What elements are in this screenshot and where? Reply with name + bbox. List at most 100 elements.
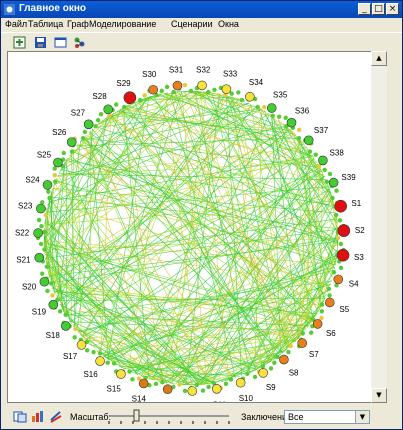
window-icon[interactable]: [54, 36, 67, 49]
graph-node-s30: [148, 84, 158, 95]
ring-dot: [334, 283, 339, 288]
graph-edge: [170, 92, 236, 379]
pages-icon[interactable]: [13, 410, 27, 423]
chart-icon[interactable]: [31, 410, 45, 423]
node-label-s34: S34: [249, 78, 264, 87]
graph-edge: [43, 241, 307, 330]
ring-dot: [114, 102, 119, 107]
scroll-down-button[interactable]: ▼: [371, 388, 387, 403]
graph-node-s22: [33, 228, 43, 238]
graph-node-s29: [123, 91, 137, 105]
graph-svg: S1S2S3S4S5S6S7S8S9S10S11S12S13S14S15S16S…: [15, 65, 365, 412]
scale-label: Масштаб:: [70, 412, 112, 422]
ring-dot: [159, 88, 164, 94]
title-bar[interactable]: Главное окно _ □ ×: [1, 1, 402, 18]
graph-edge: [136, 338, 299, 375]
graph-edge: [43, 91, 207, 245]
ring-dot: [223, 381, 229, 387]
graph-edge: [46, 265, 153, 381]
graph-edge: [77, 144, 336, 264]
graph-edge: [43, 112, 115, 240]
node-label-s39: S39: [341, 173, 356, 182]
graph-edge: [43, 97, 149, 241]
ring-dot: [136, 376, 142, 381]
graph-edge: [294, 133, 334, 203]
menu-graph[interactable]: Граф: [67, 19, 89, 29]
node-label-s26: S26: [52, 128, 67, 137]
graph-edge: [48, 155, 314, 202]
graph-edge: [43, 235, 54, 289]
graph-edge: [196, 90, 332, 193]
graph-edge: [44, 229, 209, 385]
graph-edge: [217, 93, 311, 324]
maximize-button[interactable]: □: [372, 3, 385, 15]
ring-dot: [338, 241, 344, 247]
network-icon[interactable]: [73, 36, 86, 49]
ring-dot: [255, 104, 260, 110]
node-label-s17: S17: [63, 352, 78, 361]
menu-windows[interactable]: Окна: [218, 19, 239, 29]
graph-edge: [336, 216, 338, 223]
graph-edge: [45, 92, 169, 261]
menu-table[interactable]: Таблица: [28, 19, 64, 29]
import-icon[interactable]: [13, 36, 26, 49]
conclusions-select[interactable]: Все ▼: [284, 410, 370, 424]
ring-dot: [330, 195, 335, 201]
node-label-s20: S20: [22, 282, 37, 291]
chevron-down-icon[interactable]: ▼: [355, 411, 369, 423]
menu-file[interactable]: Файл: [5, 19, 28, 29]
scale-slider[interactable]: [107, 409, 231, 425]
toolbar: [1, 32, 402, 52]
graph-edge: [98, 91, 183, 353]
ring-dot: [73, 326, 78, 332]
graph-edge: [105, 254, 338, 359]
graph-edge: [170, 92, 294, 344]
graph-edge: [195, 250, 338, 386]
graph-edge: [44, 248, 168, 384]
graph-edge: [293, 133, 310, 326]
ring-dot: [245, 371, 250, 377]
graph-node-s2: [337, 224, 351, 237]
menu-scenarios[interactable]: Сценарии: [171, 19, 213, 29]
graph-edge: [103, 283, 331, 357]
graph-edge: [58, 173, 326, 181]
graph-edge: [44, 248, 68, 317]
node-label-s37: S37: [314, 126, 329, 135]
brush-icon[interactable]: [49, 410, 63, 423]
graph-edge: [148, 351, 285, 379]
scroll-up-button[interactable]: ▲: [371, 51, 387, 66]
ring-dot: [38, 241, 44, 247]
graph-edge: [53, 289, 257, 370]
graph-node-s15: [116, 369, 126, 379]
ring-dot: [40, 271, 45, 276]
graph-node-s37: [303, 135, 314, 146]
node-label-s33: S33: [223, 70, 238, 79]
save-icon[interactable]: [34, 36, 47, 49]
minimize-button[interactable]: _: [358, 3, 371, 15]
ring-dot: [105, 360, 110, 365]
graph-node-s23: [36, 203, 46, 214]
ring-dot: [43, 212, 49, 218]
graph-edge: [56, 178, 213, 384]
graph-edge: [83, 137, 234, 379]
vertical-scrollbar[interactable]: ▲ ▼: [371, 51, 387, 403]
graph-edge: [43, 228, 66, 315]
graph-edge: [123, 107, 150, 379]
graph-edge: [43, 122, 283, 234]
graph-edge: [191, 356, 279, 386]
ring-dot: [61, 150, 66, 156]
node-label-s25: S25: [37, 151, 52, 160]
ring-dot: [111, 361, 117, 366]
graph-edge: [263, 110, 335, 270]
ring-dot: [154, 92, 159, 98]
graph-node-s35: [266, 103, 277, 113]
graph-edge: [182, 127, 288, 385]
graph-canvas[interactable]: S1S2S3S4S5S6S7S8S9S10S11S12S13S14S15S16S…: [7, 51, 373, 412]
graph-edge: [297, 136, 333, 197]
graph-edge: [50, 195, 121, 367]
node-label-s27: S27: [71, 108, 86, 117]
graph-edge: [113, 175, 325, 364]
graph-edge: [318, 212, 337, 312]
close-button[interactable]: ×: [386, 3, 399, 15]
menu-modeling[interactable]: Моделирование: [89, 19, 157, 29]
